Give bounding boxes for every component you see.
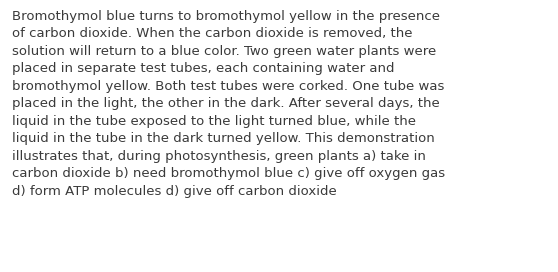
Text: Bromothymol blue turns to bromothymol yellow in the presence
of carbon dioxide. : Bromothymol blue turns to bromothymol ye…: [12, 10, 445, 197]
